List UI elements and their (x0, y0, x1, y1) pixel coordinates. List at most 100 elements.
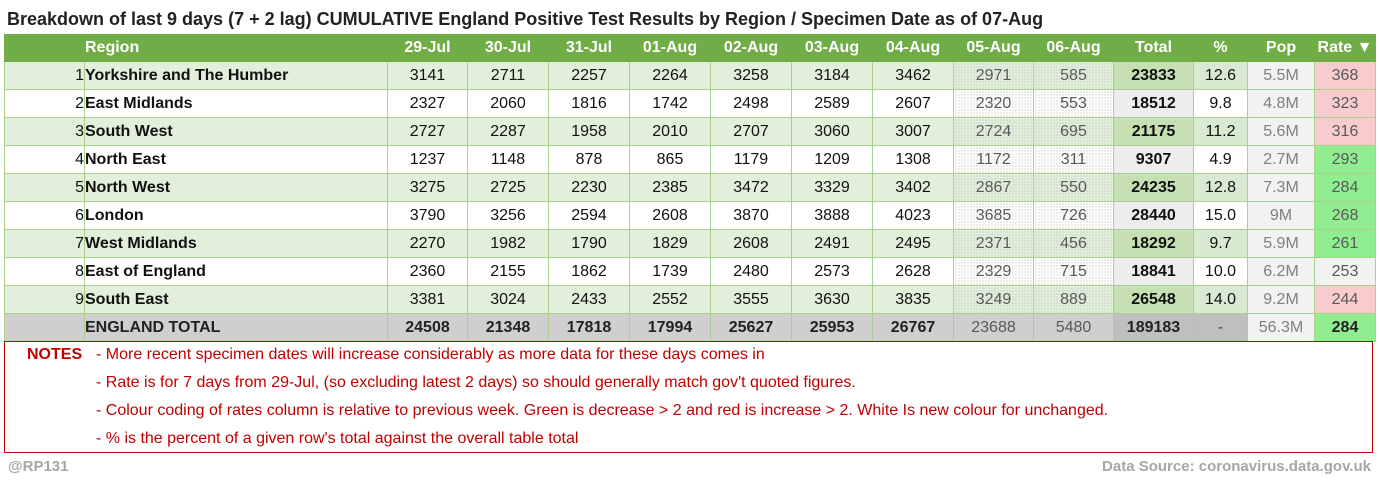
author-handle: @RP131 (8, 458, 69, 475)
day-count-cell: 585 (1033, 61, 1114, 90)
percent-cell: 10.0 (1193, 257, 1248, 286)
rank-header (4, 34, 85, 62)
page-title: Breakdown of last 9 days (7 + 2 lag) CUM… (7, 9, 1044, 29)
day-count-cell: 1958 (548, 117, 630, 146)
region-name: North West (84, 173, 388, 202)
population-cell: 5.5M (1247, 61, 1315, 90)
day-total-cell: 21348 (467, 313, 549, 342)
day-count-cell: 2628 (872, 257, 954, 286)
day-count-cell: 2385 (629, 173, 711, 202)
table-row: 5 North West 3275 2725 2230 2385 3472 3329 3402 2… (4, 173, 1376, 202)
totals-row: ENGLAND TOTAL 24508 21348 17818 17994 25627 25… (4, 313, 1376, 342)
day-count-cell: 2287 (467, 117, 549, 146)
day-count-cell: 1308 (872, 145, 954, 174)
percent-cell: 12.6 (1193, 61, 1248, 90)
rate-cell: 368 (1314, 61, 1376, 90)
grand-total-cell: 189183 (1113, 313, 1194, 342)
table-row: 8 East of England 2360 2155 1862 1739 2480 2573… (4, 257, 1376, 286)
pct-header: % (1193, 34, 1248, 62)
percent-cell: - (1193, 313, 1248, 342)
rank-cell: 6 (4, 201, 85, 230)
header-row: Region 29-Jul 30-Jul 31-Jul 01-Aug 02-Au… (4, 34, 1376, 62)
day-count-cell: 3790 (387, 201, 468, 230)
date-header: 01-Aug (629, 34, 711, 62)
day-count-cell: 726 (1033, 201, 1114, 230)
rate-cell: 244 (1314, 285, 1376, 314)
population-cell: 9M (1247, 201, 1315, 230)
day-count-cell: 2971 (953, 61, 1034, 90)
day-count-cell: 550 (1033, 173, 1114, 202)
day-count-cell: 3630 (791, 285, 873, 314)
day-count-cell: 456 (1033, 229, 1114, 258)
population-cell: 5.6M (1247, 117, 1315, 146)
rate-header[interactable]: Rate ▼ (1314, 34, 1376, 62)
day-count-cell: 3555 (710, 285, 792, 314)
day-count-cell: 3888 (791, 201, 873, 230)
day-count-cell: 2371 (953, 229, 1034, 258)
population-cell: 6.2M (1247, 257, 1315, 286)
day-count-cell: 3275 (387, 173, 468, 202)
region-table: Region 29-Jul 30-Jul 31-Jul 01-Aug 02-Au… (4, 34, 1376, 342)
rank-cell: 2 (4, 89, 85, 118)
day-count-cell: 2711 (467, 61, 549, 90)
day-count-cell: 889 (1033, 285, 1114, 314)
rate-cell: 323 (1314, 89, 1376, 118)
rank-cell: 5 (4, 173, 85, 202)
day-count-cell: 878 (548, 145, 630, 174)
rank-cell: 4 (4, 145, 85, 174)
day-count-cell: 3249 (953, 285, 1034, 314)
day-count-cell: 2433 (548, 285, 630, 314)
total-cell: 23833 (1113, 61, 1194, 90)
rate-cell: 316 (1314, 117, 1376, 146)
day-count-cell: 2867 (953, 173, 1034, 202)
day-total-cell: 5480 (1033, 313, 1114, 342)
day-count-cell: 1742 (629, 89, 711, 118)
day-total-cell: 25953 (791, 313, 873, 342)
note-line: - % is the percent of a given row's tota… (96, 430, 579, 447)
day-count-cell: 2608 (629, 201, 711, 230)
total-cell: 28440 (1113, 201, 1194, 230)
date-header: 02-Aug (710, 34, 792, 62)
day-count-cell: 2589 (791, 89, 873, 118)
day-count-cell: 1172 (953, 145, 1034, 174)
day-count-cell: 2320 (953, 89, 1034, 118)
region-name: South West (84, 117, 388, 146)
population-cell: 56.3M (1247, 313, 1315, 342)
day-count-cell: 1148 (467, 145, 549, 174)
day-count-cell: 3141 (387, 61, 468, 90)
rank-cell (4, 313, 85, 342)
region-name: East of England (84, 257, 388, 286)
region-name: London (84, 201, 388, 230)
rate-cell: 284 (1314, 313, 1376, 342)
day-count-cell: 2491 (791, 229, 873, 258)
day-count-cell: 2573 (791, 257, 873, 286)
total-cell: 18292 (1113, 229, 1194, 258)
day-count-cell: 2329 (953, 257, 1034, 286)
day-count-cell: 2327 (387, 89, 468, 118)
note-line: - Rate is for 7 days from 29-Jul, (so ex… (96, 374, 856, 391)
day-count-cell: 311 (1033, 145, 1114, 174)
data-source: Data Source: coronavirus.data.gov.uk (1102, 458, 1371, 475)
day-count-cell: 2480 (710, 257, 792, 286)
day-total-cell: 25627 (710, 313, 792, 342)
rank-cell: 8 (4, 257, 85, 286)
percent-cell: 14.0 (1193, 285, 1248, 314)
day-count-cell: 1862 (548, 257, 630, 286)
day-total-cell: 17994 (629, 313, 711, 342)
rank-cell: 1 (4, 61, 85, 90)
percent-cell: 15.0 (1193, 201, 1248, 230)
population-cell: 5.9M (1247, 229, 1315, 258)
total-cell: 21175 (1113, 117, 1194, 146)
day-count-cell: 2724 (953, 117, 1034, 146)
day-count-cell: 3184 (791, 61, 873, 90)
region-name: Yorkshire and The Humber (84, 61, 388, 90)
day-count-cell: 695 (1033, 117, 1114, 146)
rate-cell: 253 (1314, 257, 1376, 286)
total-cell: 9307 (1113, 145, 1194, 174)
day-count-cell: 3256 (467, 201, 549, 230)
day-count-cell: 2707 (710, 117, 792, 146)
date-header: 29-Jul (387, 34, 468, 62)
percent-cell: 12.8 (1193, 173, 1248, 202)
day-count-cell: 2257 (548, 61, 630, 90)
day-count-cell: 2010 (629, 117, 711, 146)
